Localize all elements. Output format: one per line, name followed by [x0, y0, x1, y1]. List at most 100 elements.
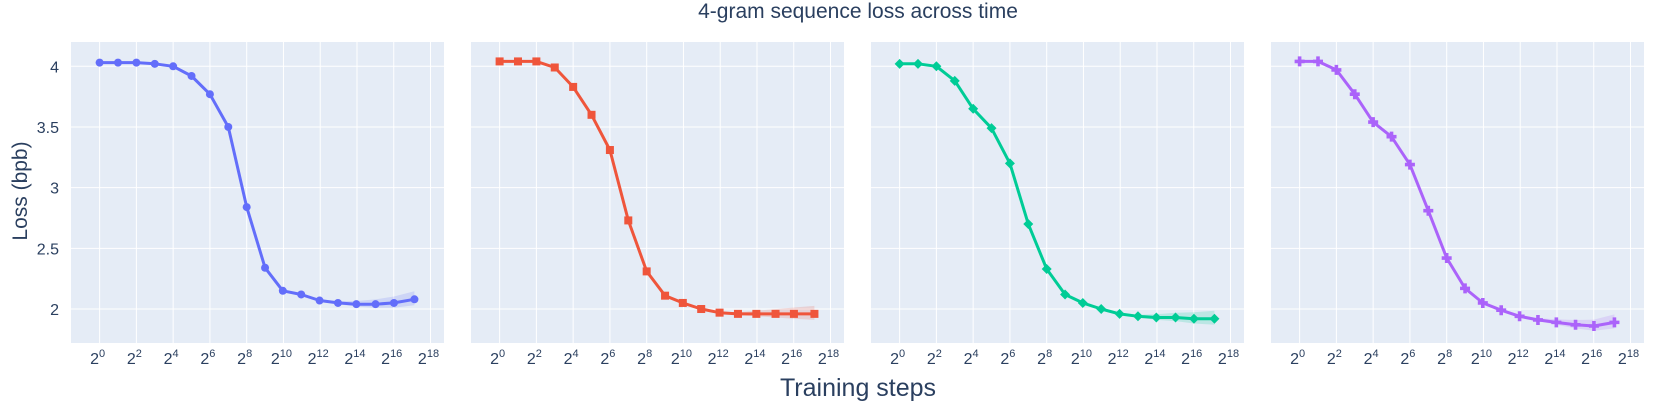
x-tick-label: 216 [1581, 348, 1602, 368]
data-point [1132, 311, 1143, 322]
data-point [642, 267, 651, 276]
x-tick-label: 214 [1144, 348, 1165, 368]
x-tick-label: 26 [1400, 348, 1415, 368]
data-point [1423, 205, 1434, 216]
data-point [1060, 289, 1071, 300]
x-tick-label: 216 [381, 348, 402, 368]
subplot-3: 20 22 24 26 28 210 212 214 216 218 [871, 42, 1244, 368]
data-point [661, 291, 670, 300]
data-point [771, 309, 780, 318]
x-tick-label: 218 [418, 348, 439, 368]
x-tick-label: 28 [637, 348, 652, 368]
data-point [150, 59, 159, 68]
data-point [1496, 305, 1507, 316]
data-point [678, 298, 687, 307]
plot-background [1271, 42, 1644, 343]
data-point [1477, 297, 1488, 308]
data-point [1609, 317, 1620, 328]
plot-background [471, 42, 844, 343]
data-point [389, 298, 398, 307]
subplot-4: 20 22 24 26 28 210 212 214 216 218 [1271, 42, 1644, 368]
data-point [697, 305, 706, 314]
x-tick-label: 214 [344, 348, 365, 368]
data-point [912, 58, 923, 69]
x-tick-label: 210 [271, 348, 292, 368]
x-tick-label: 20 [1290, 348, 1305, 368]
data-point [587, 110, 596, 119]
x-tick-label: 24 [1364, 348, 1379, 368]
x-tick-label: 22 [127, 348, 142, 368]
x-tick-label: 214 [1544, 348, 1565, 368]
x-tick-label: 24 [564, 348, 579, 368]
x-tick-label: 212 [308, 348, 329, 368]
x-tick-label: 20 [890, 348, 905, 368]
x-tick-label: 216 [781, 348, 802, 368]
data-point [315, 296, 324, 305]
data-point [1349, 89, 1360, 100]
data-point [752, 309, 761, 318]
x-tick-label: 26 [200, 348, 215, 368]
x-tick-label: 26 [600, 348, 615, 368]
x-tick-label: 212 [708, 348, 729, 368]
data-point [1096, 304, 1107, 315]
data-point [624, 216, 633, 225]
data-point [224, 122, 233, 131]
data-point [513, 57, 522, 66]
data-point [333, 298, 342, 307]
data-point [278, 286, 287, 295]
data-point [1331, 64, 1342, 75]
data-point [169, 62, 178, 71]
x-tick-label: 212 [1508, 348, 1529, 368]
data-point [1023, 219, 1034, 230]
data-point [931, 61, 942, 72]
data-point [1151, 312, 1162, 323]
data-point [1460, 283, 1471, 294]
x-tick-label: 216 [1181, 348, 1202, 368]
data-point [1188, 313, 1199, 324]
y-tick-label: 4 [50, 59, 59, 76]
data-point [1386, 131, 1397, 142]
data-point [352, 300, 361, 309]
data-point [1588, 321, 1599, 332]
x-tick-label: 20 [490, 348, 505, 368]
data-point [1368, 117, 1379, 128]
plot-background [871, 42, 1244, 343]
data-point [605, 146, 614, 155]
x-tick-label: 28 [1437, 348, 1452, 368]
data-point [261, 263, 270, 272]
data-point [1441, 253, 1452, 264]
x-tick-label: 214 [744, 348, 765, 368]
data-point [132, 58, 141, 67]
data-point [949, 75, 960, 86]
x-tick-label: 212 [1108, 348, 1129, 368]
data-point [532, 57, 541, 66]
data-point [242, 203, 251, 212]
x-tick-label: 24 [964, 348, 979, 368]
data-point [1514, 311, 1525, 322]
x-tick-label: 22 [527, 348, 542, 368]
x-tick-label: 28 [237, 348, 252, 368]
data-point [205, 90, 214, 99]
data-point [569, 82, 578, 91]
data-point [1570, 319, 1581, 330]
x-tick-label: 210 [1471, 348, 1492, 368]
data-point [810, 309, 819, 318]
data-point [1041, 263, 1052, 274]
data-point [95, 58, 104, 67]
y-tick-label: 2.5 [37, 241, 59, 258]
x-tick-label: 20 [90, 348, 105, 368]
data-point [1209, 313, 1220, 324]
x-tick-label: 210 [1071, 348, 1092, 368]
x-tick-label: 22 [927, 348, 942, 368]
data-point [1312, 56, 1323, 67]
data-point [968, 103, 979, 114]
y-tick-label: 2 [50, 302, 59, 319]
x-tick-label: 22 [1327, 348, 1342, 368]
y-tick-label: 3 [50, 181, 59, 198]
x-tick-label: 210 [671, 348, 692, 368]
x-tick-label: 26 [1000, 348, 1015, 368]
x-tick-label: 218 [1618, 348, 1639, 368]
data-point [371, 300, 380, 309]
